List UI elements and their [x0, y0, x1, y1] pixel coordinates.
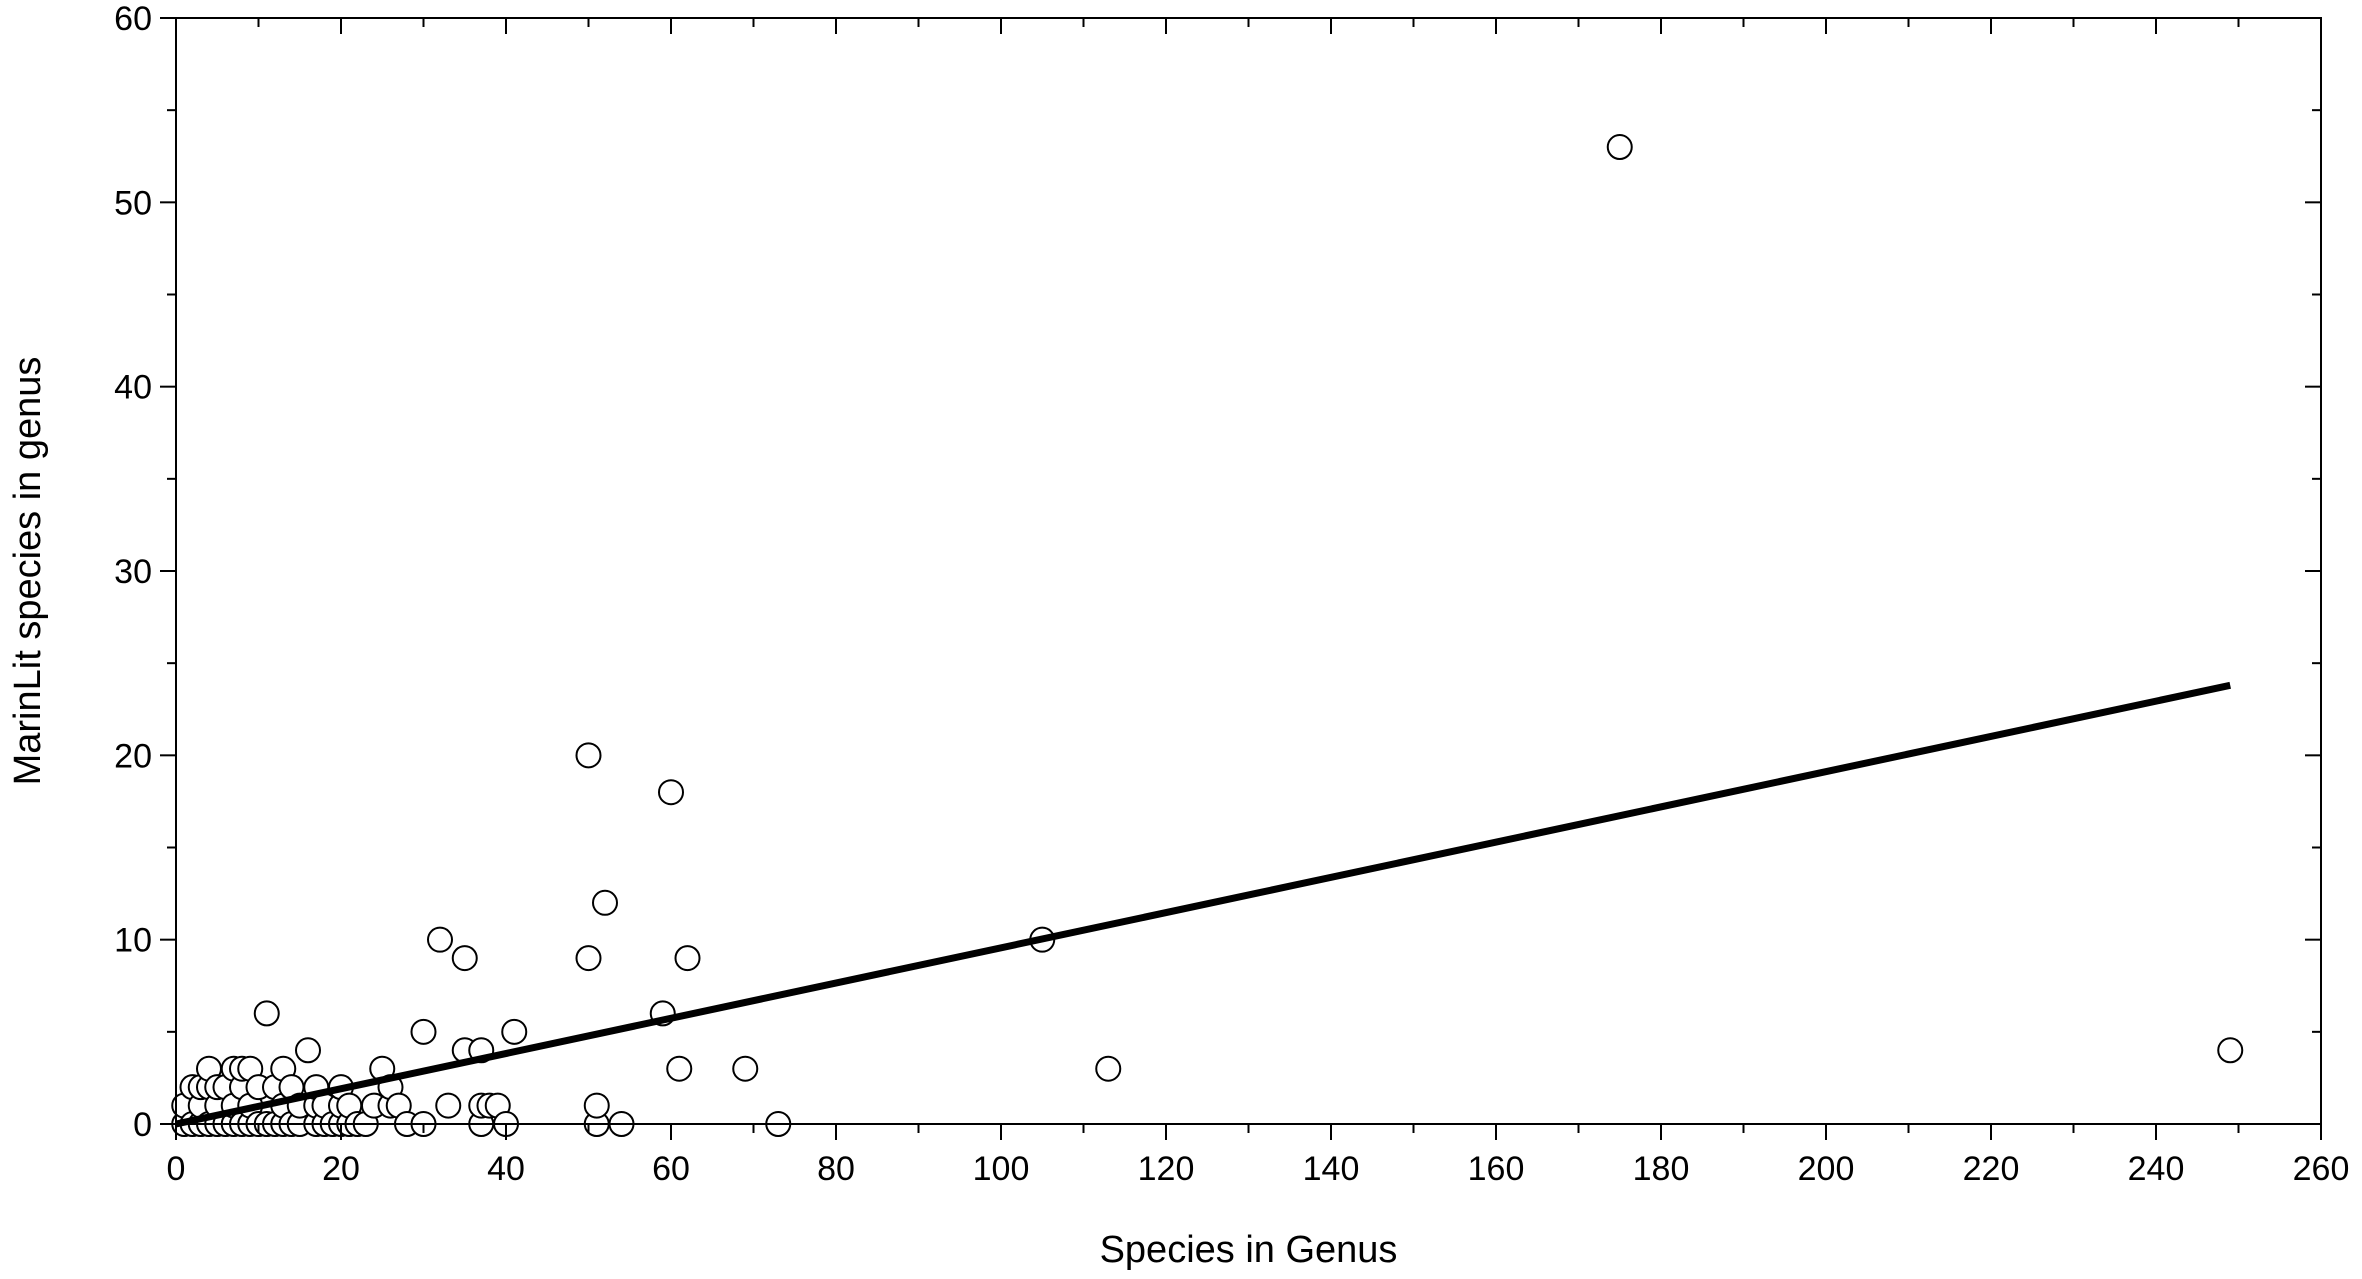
y-tick-label: 10 — [114, 922, 152, 960]
regression-line — [175, 681, 2231, 1128]
data-point — [427, 926, 453, 953]
data-point — [2217, 1037, 2244, 1064]
data-point — [451, 945, 478, 972]
x-tick-label: 80 — [817, 1150, 855, 1188]
x-tick-label: 200 — [1798, 1150, 1855, 1188]
data-point — [592, 889, 618, 916]
data-point — [1606, 134, 1633, 161]
y-tick-label: 60 — [114, 0, 152, 38]
data-point — [295, 1037, 321, 1064]
x-axis-title: Species in Genus — [1100, 1229, 1398, 1271]
x-tick-label: 240 — [2128, 1150, 2185, 1188]
axes: 0 20 40 60 80 100 120 140 160 180 200 220 240 260 0 10 2… — [114, 0, 2349, 1188]
x-tick-label: 100 — [973, 1150, 1030, 1188]
x-tick-label: 260 — [2293, 1150, 2350, 1188]
data-point — [253, 1000, 280, 1027]
y-tick-label: 0 — [133, 1106, 152, 1144]
data-point — [435, 1092, 462, 1119]
y-tick-label: 30 — [114, 553, 152, 591]
x-tick-label: 220 — [1963, 1150, 2020, 1188]
y-axis-title: MarinLit species in genus — [7, 357, 49, 786]
data-point — [658, 779, 684, 806]
x-tick-label: 180 — [1633, 1150, 1690, 1188]
plot-area — [171, 134, 2244, 1137]
x-tick-label: 20 — [322, 1150, 360, 1188]
x-tick-label: 0 — [167, 1150, 186, 1188]
data-point — [575, 742, 602, 769]
data-point — [674, 945, 701, 972]
data-point — [501, 1018, 528, 1045]
x-tick-label: 160 — [1468, 1150, 1525, 1188]
plot-frame — [175, 17, 2322, 1125]
y-tick-label: 40 — [114, 369, 152, 407]
y-tick-label: 50 — [114, 184, 152, 222]
x-tick-label: 140 — [1303, 1150, 1360, 1188]
x-tick-label: 60 — [652, 1150, 690, 1188]
y-tick-label: 20 — [114, 737, 152, 775]
data-point — [583, 1092, 610, 1119]
data-point — [410, 1018, 437, 1045]
data-point — [732, 1055, 759, 1082]
x-tick-label: 120 — [1138, 1150, 1195, 1188]
x-tick-label: 40 — [487, 1150, 525, 1188]
data-point — [575, 945, 602, 972]
data-point — [1095, 1055, 1122, 1082]
data-point — [666, 1055, 693, 1082]
